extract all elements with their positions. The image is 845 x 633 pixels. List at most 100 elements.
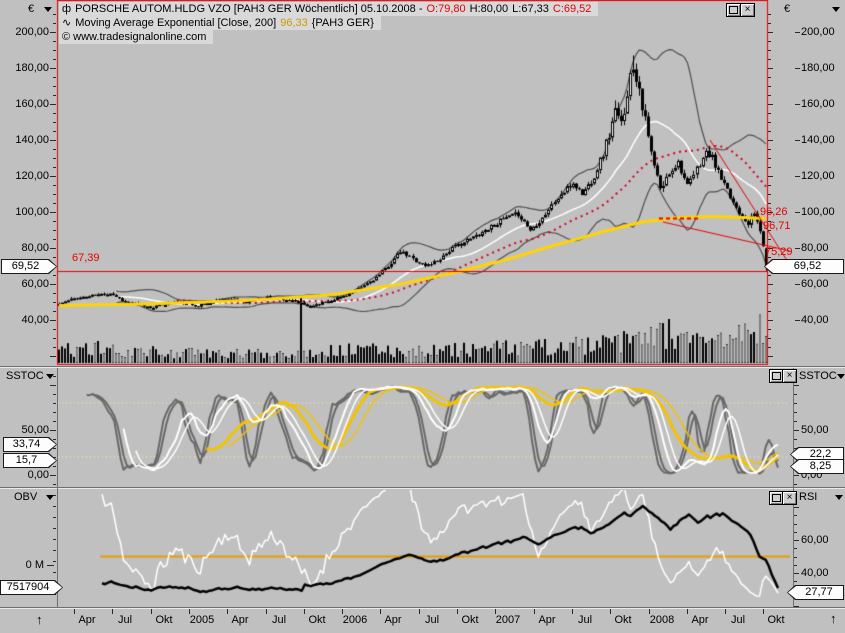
timeline-tick	[266, 609, 267, 614]
timeline-label[interactable]: Jul	[730, 614, 746, 626]
axis-tick	[768, 23, 771, 24]
pin-icon[interactable]: ф	[62, 3, 72, 15]
rsi-label: RSI	[799, 491, 818, 503]
trendline-value-label: 96,26	[760, 206, 788, 218]
axis-tick	[795, 104, 800, 105]
sstoc-label: SSTOC	[6, 370, 44, 382]
obv-close-button[interactable]: ×	[782, 491, 797, 505]
axis-tick	[768, 212, 773, 213]
price-axis-label-left: 40,00	[21, 314, 49, 326]
sstoc-callout-right-1: 22,2	[790, 447, 844, 462]
axis-tick	[768, 176, 773, 177]
price-axis-label-right: 140,00	[801, 134, 835, 146]
maximize-icon	[729, 6, 738, 14]
obv-maximize-button[interactable]	[769, 491, 784, 505]
indicator-suffix: {PAH3 GER}	[311, 17, 374, 29]
axis-tick	[53, 561, 56, 562]
axis-tick	[794, 524, 797, 525]
axis-tick	[53, 122, 56, 123]
axis-tick	[794, 548, 797, 549]
timeline-label[interactable]: 2005	[189, 614, 215, 626]
price-axis-label-left: 120,00	[15, 170, 49, 182]
sstoc-axis-label-right: 50,00	[801, 424, 829, 436]
axis-tick	[53, 347, 56, 348]
timeline-label[interactable]: Apr	[538, 614, 556, 626]
currency-selector-right[interactable]: €	[784, 3, 840, 15]
price-axis-label-right: 100,00	[801, 206, 835, 218]
timeline-label[interactable]: Jul	[577, 614, 593, 626]
axis-tick	[50, 385, 56, 386]
axis-tick	[795, 140, 800, 141]
sstoc-panel[interactable]	[57, 368, 793, 487]
axis-tick	[768, 95, 771, 96]
axis-tick	[768, 194, 771, 195]
timeline-label[interactable]: Apr	[384, 614, 402, 626]
timeline-label[interactable]: Okt	[767, 614, 785, 626]
maximize-button[interactable]	[726, 3, 741, 17]
panel-separator[interactable]	[0, 487, 845, 488]
timeline-label[interactable]: Okt	[461, 614, 479, 626]
sstoc-callout-right-2: 8,25	[790, 459, 844, 474]
timeline-label[interactable]: Okt	[614, 614, 632, 626]
obv-selector-left[interactable]: OBV	[14, 491, 54, 503]
axis-tick	[795, 212, 800, 213]
axis-tick	[53, 466, 56, 467]
axis-tick	[794, 403, 797, 404]
timeline-label[interactable]: Apr	[691, 614, 709, 626]
timeline-label[interactable]: Apr	[231, 614, 249, 626]
timeline-tick	[227, 609, 228, 614]
currency-selector-left[interactable]: €	[28, 3, 52, 15]
close-button[interactable]: ×	[740, 3, 755, 17]
price-panel[interactable]	[57, 0, 767, 366]
timeline-label[interactable]: Jul	[424, 614, 440, 626]
timeline-label[interactable]: Jul	[117, 614, 133, 626]
axis-tick	[794, 421, 797, 422]
obv-callout-left: 7517904	[0, 580, 63, 595]
ma-icon[interactable]: ∿	[62, 17, 72, 29]
timeline-label[interactable]: Okt	[308, 614, 326, 626]
axis-tick	[53, 394, 56, 395]
axis-tick	[53, 239, 56, 240]
timeline-label[interactable]: Jul	[271, 614, 287, 626]
axis-tick	[50, 430, 56, 431]
timeline-tick	[151, 609, 152, 614]
axis-tick	[53, 185, 56, 186]
sstoc-label: SSTOC	[799, 370, 837, 382]
axis-tick	[768, 311, 771, 312]
axis-tick	[794, 507, 799, 508]
timeline-label[interactable]: Apr	[78, 614, 96, 626]
rsi-selector-right[interactable]: RSI	[799, 491, 843, 503]
axis-tick	[50, 140, 56, 141]
axis-tick	[53, 41, 56, 42]
rsi-axis-label-right: 40,00	[801, 567, 829, 579]
alert-line-label[interactable]: 67,39	[72, 252, 100, 264]
obv-panel[interactable]	[57, 489, 793, 607]
timeline-tick	[534, 609, 535, 614]
axis-tick	[53, 448, 56, 449]
panel-separator-highlight	[0, 488, 845, 489]
price-axis-label-right: 80,00	[801, 242, 829, 254]
price-axis-label-left: 80,00	[21, 242, 49, 254]
currency-symbol: €	[784, 3, 791, 15]
axis-tick	[53, 484, 56, 485]
axis-tick	[53, 257, 56, 258]
timeline-label[interactable]: Okt	[155, 614, 173, 626]
scroll-anchor-right-icon[interactable]: ↑	[830, 611, 837, 626]
axis-tick	[768, 68, 773, 69]
timeline-tick	[457, 609, 458, 614]
sstoc-selector-left[interactable]: SSTOC	[6, 370, 54, 382]
timeline-tick	[687, 609, 688, 614]
timeline-label[interactable]: 2006	[342, 614, 368, 626]
panel-separator[interactable]	[0, 366, 845, 367]
sstoc-selector-right[interactable]: SSTOC	[799, 370, 845, 382]
timeline-label[interactable]: 2008	[649, 614, 675, 626]
currency-symbol: €	[28, 3, 35, 15]
chevron-down-icon	[832, 6, 840, 12]
sstoc-close-button[interactable]: ×	[782, 369, 797, 383]
axis-tick	[53, 550, 56, 551]
close-icon: ×	[786, 492, 793, 503]
scroll-anchor-left-icon[interactable]: ↑	[36, 612, 43, 627]
close-icon: ×	[744, 4, 751, 15]
timeline-label[interactable]: 2007	[495, 614, 521, 626]
